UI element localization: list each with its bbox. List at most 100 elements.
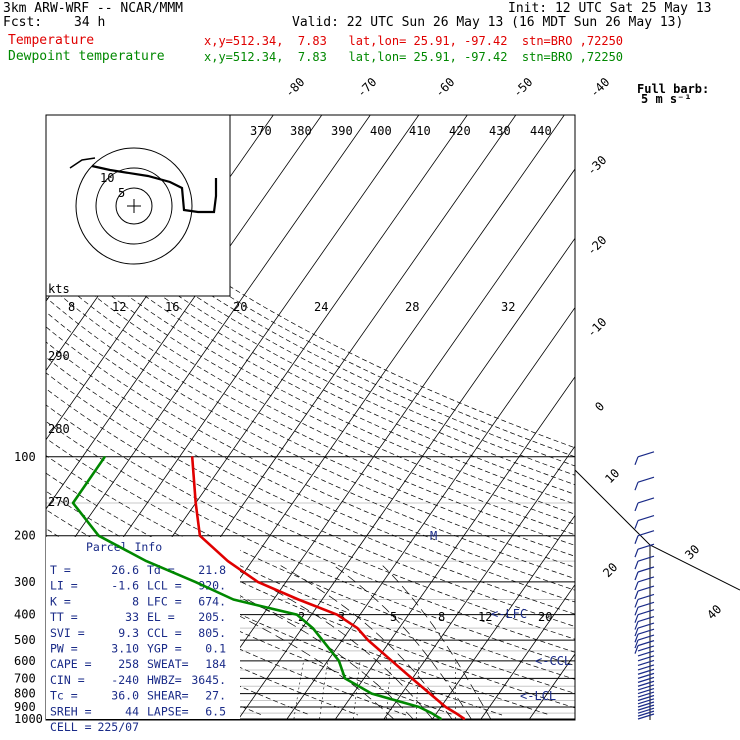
- dry-adiabat: [46, 311, 575, 580]
- parcel-info-value: 6.5: [205, 704, 226, 718]
- isotherm: [188, 168, 575, 720]
- pressure-tick-label: 200: [14, 529, 36, 543]
- dry-adiabat: [46, 268, 575, 546]
- wind-barb: [637, 713, 655, 720]
- isotherm: [479, 584, 575, 720]
- parcel-info-value: 44: [125, 704, 139, 718]
- wind-barb: [637, 688, 655, 695]
- legend-dewpoint: Dewpoint temperature: [8, 49, 165, 64]
- isotherm: [0, 115, 31, 720]
- hodograph-trace: [69, 157, 96, 169]
- temperature-point: [463, 718, 466, 720]
- hodo-ring: [95, 167, 173, 245]
- plot-frame: [45, 114, 576, 721]
- dewpoint-point: [370, 692, 373, 695]
- parcel-info-value: 3645.: [191, 673, 226, 687]
- isotherm-label: 10: [602, 466, 622, 486]
- pressure-tick-label: 800: [14, 687, 36, 701]
- isotherm-label: 0: [592, 399, 607, 414]
- wind-barb: [637, 451, 655, 458]
- dry-adiabat: [46, 282, 575, 557]
- dry-adiabat: [46, 134, 575, 449]
- moist-adiabat: [333, 565, 472, 720]
- wind-barb: [634, 535, 639, 544]
- isotherm: [46, 115, 323, 510]
- parcel-info-value: 8: [132, 594, 139, 608]
- temperature-point: [429, 692, 431, 695]
- parcel-info-key: CCL =: [147, 626, 182, 640]
- barb-key-units: 5 m s⁻¹: [641, 92, 692, 106]
- dry-adiabat: [46, 404, 575, 653]
- model-title: 3km ARW-WRF -- NCAR/MMM: [3, 1, 184, 16]
- init-time: Init: 12 UTC Sat 25 May 13: [508, 1, 712, 16]
- isotherm: [431, 514, 575, 720]
- wind-barb: [634, 645, 639, 654]
- wind-barb: [637, 601, 655, 608]
- moist-adiabat-label: 16: [165, 300, 179, 314]
- isotherm: [46, 115, 371, 579]
- moist-adiabat-label: 20: [233, 300, 247, 314]
- wind-barb: [637, 593, 655, 601]
- theta-label: 430: [489, 124, 511, 138]
- parcel-info-key: EL =: [147, 610, 175, 624]
- isotherm-label: -30: [584, 153, 609, 178]
- wind-barb: [634, 639, 639, 649]
- mixing-ratio-label: 12: [478, 610, 492, 624]
- dry-adiabat: [46, 388, 575, 640]
- dewpoint-point: [338, 660, 340, 662]
- moist-adiabat: [183, 565, 414, 720]
- parcel-info-key: SWEAT=: [147, 657, 189, 671]
- wind-barb: [637, 476, 655, 483]
- isotherm-label: -40: [587, 75, 612, 100]
- temperature-point: [336, 613, 339, 616]
- temperature-point: [194, 502, 197, 504]
- wind-barb: [637, 634, 655, 641]
- dewpoint-point: [232, 598, 235, 601]
- theta-label: 390: [331, 124, 353, 138]
- wind-barb: [637, 628, 655, 635]
- wind-barb: [637, 694, 655, 702]
- parcel-info-value: -1.6: [111, 579, 139, 593]
- legend-temperature: Temperature: [8, 33, 95, 48]
- isotherm-label: -10: [584, 315, 609, 340]
- temperature-point: [227, 560, 229, 562]
- wind-barb: [634, 571, 639, 581]
- parcel-info-value: -240: [111, 673, 139, 687]
- moist-adiabat-label: 28: [405, 300, 419, 314]
- hodo-ring-label: 10: [100, 171, 114, 185]
- wind-barb: [637, 615, 655, 623]
- mixing-ratio-label: 20: [538, 610, 552, 624]
- pressure-tick-label: 700: [14, 671, 36, 685]
- moist-adiabat-label: 24: [314, 300, 328, 314]
- dry-adiabat: [46, 421, 575, 666]
- wind-barb: [634, 614, 639, 623]
- parcel-info-key: HWBZ=: [147, 673, 182, 687]
- parcel-info-key: Td =: [147, 563, 175, 577]
- wind-barb: [637, 691, 655, 698]
- barb-key-label: Full barb:: [637, 82, 709, 96]
- dewpoint-point: [440, 718, 443, 720]
- moist-adiabat-label: 8: [68, 300, 75, 314]
- wind-barb: [634, 581, 639, 591]
- parcel-info-key: TT =: [50, 610, 78, 624]
- isotherm-label: -80: [282, 75, 307, 100]
- temperature-point: [356, 627, 359, 629]
- dry-adiabat: [46, 455, 575, 694]
- wind-barb: [634, 634, 639, 643]
- wind-barb: [637, 710, 655, 717]
- mixing-ratio-line: [386, 660, 392, 720]
- theta-label: 420: [449, 124, 471, 138]
- isotherm: [237, 237, 575, 720]
- wind-barb: [637, 650, 655, 657]
- dewpoint-point: [312, 627, 314, 629]
- wind-barb: [634, 599, 639, 608]
- parcel-info-key: LFC =: [147, 594, 182, 608]
- isotherm-label: -20: [584, 233, 609, 258]
- parcel-info-value: 27.: [205, 689, 226, 703]
- isotherm-label: -70: [354, 75, 379, 100]
- moist-adiabat: [382, 565, 492, 720]
- isotherm: [334, 376, 575, 720]
- dewpoint-point: [430, 712, 433, 714]
- temperature-location: x,y=512.34, 7.83 lat,lon= 25.91, -97.42 …: [204, 34, 624, 48]
- wind-barb: [634, 590, 639, 600]
